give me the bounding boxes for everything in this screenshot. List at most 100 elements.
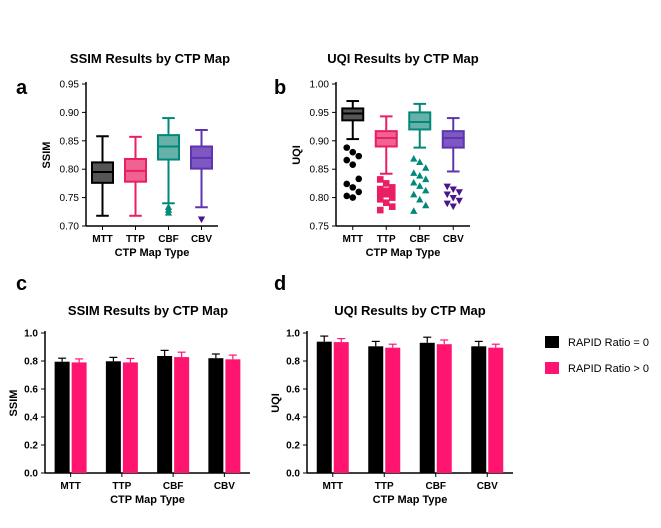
bar (225, 359, 241, 473)
outlier-point (349, 161, 357, 168)
y-tick-label: 1.00 (310, 80, 330, 91)
x-axis-label: CTP Map Type (110, 494, 185, 506)
outlier-point (376, 189, 384, 197)
x-tick-label: CBF (163, 481, 184, 492)
x-tick-label: CBV (477, 481, 498, 492)
bar (54, 361, 70, 473)
panel-label: b (274, 77, 286, 99)
outlier-point (376, 196, 384, 203)
outlier-point (416, 158, 424, 166)
outlier-point (422, 175, 430, 183)
box-cbf (408, 102, 432, 214)
outlier-point (343, 180, 351, 188)
panel-label: a (16, 77, 28, 99)
outlier-point (382, 187, 390, 195)
outlier-point (343, 192, 351, 200)
bar (122, 362, 138, 473)
outlier-point (382, 190, 390, 198)
bar (71, 362, 87, 473)
box-cbv (441, 117, 465, 211)
outlier-point (376, 206, 384, 214)
outlier-point (376, 176, 384, 183)
chart-title: SSIM Results by CTP Map (68, 303, 228, 318)
chart-title: UQI Results by CTP Map (334, 303, 486, 318)
y-axis-label: SSIM (8, 390, 20, 417)
bar (316, 341, 332, 473)
y-tick-label: 0.4 (286, 413, 300, 424)
y-tick-label: 0.75 (310, 222, 330, 233)
y-tick-label: 0.80 (310, 193, 330, 204)
x-tick-label: CBF (158, 234, 179, 245)
panel-a: a SSIM Results by CTP Map 0.70 0.75 0.80 0.85… (16, 51, 230, 259)
y-tick-label: 0.70 (60, 222, 80, 233)
box-iqr (441, 130, 465, 149)
outlier-point (455, 189, 463, 196)
box-ttp (124, 135, 147, 217)
box-mtt (341, 100, 365, 201)
x-tick-label: MTT (322, 481, 343, 492)
outlier-point (416, 195, 424, 203)
outlier-point (449, 186, 457, 194)
bar (385, 347, 401, 473)
y-tick-label: 0.0 (286, 469, 300, 480)
x-tick-label: MTT (92, 234, 113, 245)
y-tick-label: 0.4 (24, 413, 38, 424)
box-cbf (157, 117, 180, 216)
bar (208, 358, 224, 473)
box-cbv (190, 129, 213, 224)
outlier-point (355, 175, 363, 183)
outlier-point (416, 182, 424, 189)
outlier-point (349, 194, 357, 201)
panel-label: c (16, 273, 27, 295)
y-tick-label: 0.90 (310, 136, 330, 147)
outlier-point (443, 191, 451, 199)
legend: RAPID Ratio = 0 RAPID Ratio > 0 (545, 336, 649, 375)
x-tick-label: MTT (342, 234, 363, 245)
x-tick-label: CBV (214, 481, 235, 492)
outlier-point (382, 199, 390, 207)
y-tick-label: 0.75 (60, 193, 80, 204)
legend-label: RAPID Ratio > 0 (568, 363, 649, 375)
x-tick-label: CBV (191, 234, 212, 245)
box-iqr (408, 111, 432, 131)
y-axis-label: UQI (291, 145, 303, 165)
y-tick-label: 0.80 (60, 165, 80, 176)
y-tick-label: 1.0 (286, 329, 300, 340)
x-tick-label: TTP (126, 234, 145, 245)
y-tick-label: 0.2 (286, 441, 300, 452)
y-tick-label: 0.85 (60, 136, 80, 147)
outlier-point (449, 203, 457, 211)
series-1 (54, 349, 224, 473)
x-tick-label: CBV (443, 234, 464, 245)
outlier-point (455, 197, 463, 205)
x-tick-label: TTP (375, 481, 394, 492)
outlier-point (422, 201, 430, 209)
bar (419, 342, 435, 473)
chart-title: SSIM Results by CTP Map (70, 51, 230, 66)
x-axis-label: CTP Map Type (366, 247, 441, 259)
bar (471, 346, 487, 473)
y-tick-label: 0.8 (286, 357, 300, 368)
y-tick-label: 0.85 (310, 165, 330, 176)
series-2 (333, 338, 504, 473)
y-tick-label: 0.6 (24, 385, 38, 396)
outlier-point (382, 180, 390, 187)
x-tick-label: CBF (409, 234, 430, 245)
outlier-point (410, 155, 418, 162)
outlier-point (349, 148, 357, 156)
legend-swatch (545, 362, 559, 374)
y-tick-label: 0.95 (310, 108, 330, 119)
bar (157, 355, 173, 473)
outlier-point (355, 188, 363, 196)
panel-c: c SSIM Results by CTP Map 0.0 0.2 0.4 0.6 0.8 1… (8, 273, 250, 506)
outlier-point (376, 185, 384, 193)
y-tick-label: 0.2 (24, 441, 38, 452)
outlier-point (349, 184, 357, 191)
outlier-point (443, 183, 451, 191)
outlier-point (416, 172, 424, 179)
outlier-point (410, 169, 418, 176)
outlier-point (410, 178, 418, 186)
outlier-point (443, 200, 451, 208)
outlier-point (164, 208, 173, 216)
y-tick-label: 0.0 (24, 469, 38, 480)
